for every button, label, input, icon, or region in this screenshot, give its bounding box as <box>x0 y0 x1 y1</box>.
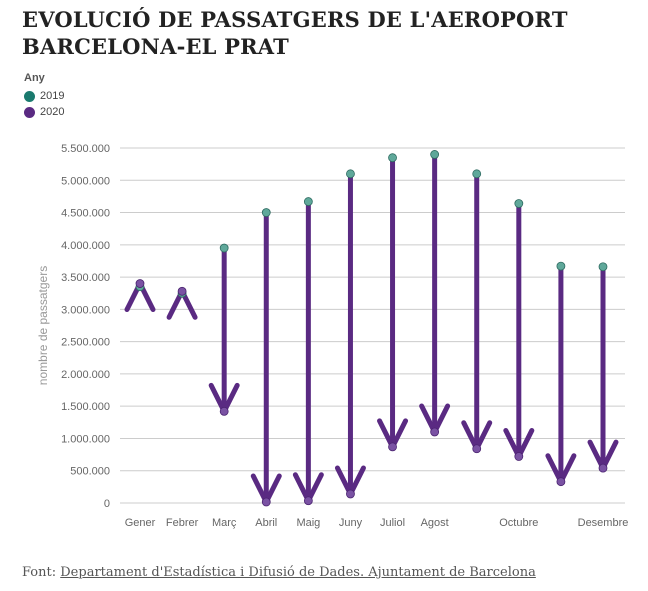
source-note: Font: Departament d'Estadística i Difusi… <box>22 565 536 580</box>
source-prefix: Font: <box>22 565 61 580</box>
point-2019-maig[interactable] <box>303 197 313 206</box>
x-tick-label-març: Març <box>212 517 237 529</box>
y-tick-label-8: 4.000.000 <box>61 240 110 252</box>
point-2020-febrer[interactable] <box>177 286 187 296</box>
legend-label-2019: 2019 <box>40 90 65 102</box>
point-2019-març[interactable] <box>219 243 229 253</box>
legend-title: Any <box>24 72 45 84</box>
x-tick-label-maig: Maig <box>296 517 320 529</box>
point-2020-abril[interactable] <box>261 497 271 507</box>
y-tick-label-9: 4.500.000 <box>61 208 110 220</box>
point-2019-juliol[interactable] <box>388 153 397 163</box>
x-tick-label-gener: Gener <box>125 517 156 529</box>
y-tick-label-6: 3.000.000 <box>61 304 110 316</box>
point-2020-novembre[interactable] <box>556 477 566 487</box>
y-tick-label-7: 3.500.000 <box>61 272 110 284</box>
legend-dot-2019 <box>24 90 35 102</box>
legend-item-2020[interactable]: 2020 <box>24 104 64 120</box>
point-2020-desembre[interactable] <box>598 463 608 473</box>
y-tick-label-4: 2.000.000 <box>61 369 110 381</box>
legend: Any 2019 2020 <box>24 72 64 120</box>
point-2020-agost[interactable] <box>430 427 440 437</box>
point-2019-setembre[interactable] <box>472 169 482 179</box>
y-tick-label-3: 1.500.000 <box>61 401 110 413</box>
point-2020-març[interactable] <box>219 406 229 416</box>
y-tick-label-2: 1.000.000 <box>61 433 110 445</box>
source-link[interactable]: Departament d'Estadística i Difusió de D… <box>60 565 536 580</box>
y-tick-label-11: 5.500.000 <box>61 143 110 155</box>
point-2019-novembre[interactable] <box>556 261 566 271</box>
chart-title: EVOLUCIÓ DE PASSATGERS DE L'AEROPORT BAR… <box>22 7 568 59</box>
y-tick-label-0: 0 <box>104 498 110 510</box>
legend-item-2019[interactable]: 2019 <box>24 88 64 104</box>
legend-dot-2020 <box>24 106 35 118</box>
point-2020-octubre[interactable] <box>514 452 524 461</box>
point-2020-setembre[interactable] <box>472 444 482 454</box>
point-2020-maig[interactable] <box>303 496 313 506</box>
point-2020-juliol[interactable] <box>388 442 397 452</box>
point-2020-juny[interactable] <box>346 489 355 499</box>
y-tick-label-5: 2.500.000 <box>61 337 110 349</box>
y-tick-label-1: 500.000 <box>70 466 110 478</box>
x-tick-label-desembre: Desembre <box>578 517 629 529</box>
y-tick-label-10: 5.000.000 <box>61 175 110 187</box>
point-2019-agost[interactable] <box>430 150 440 159</box>
y-axis-title: nombre de passatgers <box>36 266 50 385</box>
x-tick-label-juliol: Juliol <box>380 517 405 529</box>
x-tick-label-agost: Agost <box>421 517 449 529</box>
x-tick-label-juny: Juny <box>339 517 363 529</box>
point-2019-juny[interactable] <box>346 169 355 179</box>
x-tick-label-febrer: Febrer <box>166 517 199 529</box>
point-2019-desembre[interactable] <box>598 262 608 272</box>
point-2019-abril[interactable] <box>261 208 271 217</box>
point-2020-gener[interactable] <box>135 279 145 288</box>
x-tick-label-abril: Abril <box>255 517 277 529</box>
legend-label-2020: 2020 <box>40 106 65 118</box>
point-2019-octubre[interactable] <box>514 199 524 208</box>
x-tick-label-octubre: Octubre <box>499 517 538 529</box>
